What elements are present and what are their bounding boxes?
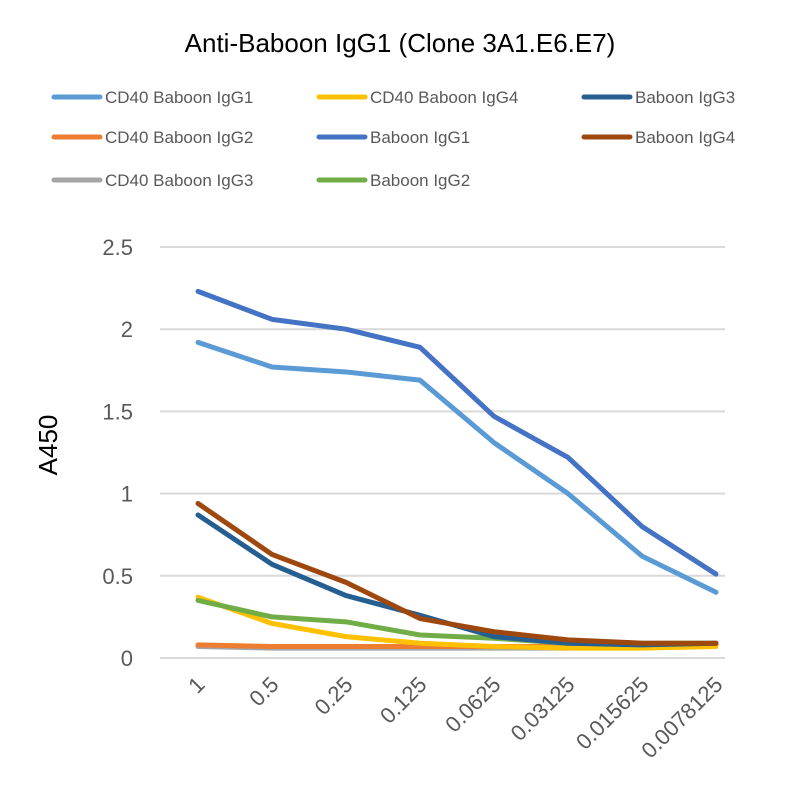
x-tick-label: 0.5 (244, 672, 283, 711)
legend-label: Baboon IgG1 (370, 128, 470, 147)
x-tick-label: 0.25 (310, 672, 358, 720)
series-line-baboon-igg4 (195, 500, 719, 646)
legend-label: CD40 Baboon IgG3 (105, 171, 253, 190)
y-tick-label: 0.5 (102, 564, 133, 589)
y-tick-label: 1.5 (102, 399, 133, 424)
y-tick-label: 2 (121, 317, 133, 342)
x-tick-label: 0.125 (375, 672, 432, 729)
x-tick-label: 0.03125 (506, 672, 580, 746)
series-line-baboon-igg1 (195, 288, 719, 577)
legend: CD40 Baboon IgG1 CD40 Baboon IgG4 Baboon I… (51, 88, 735, 190)
x-tick-label: 1 (183, 672, 209, 698)
legend-label: Baboon IgG3 (635, 88, 735, 107)
legend-label: Baboon IgG2 (370, 171, 470, 190)
series-line-cd40-baboon-igg1 (195, 339, 719, 595)
legend-label: CD40 Baboon IgG4 (370, 88, 518, 107)
legend-label: CD40 Baboon IgG2 (105, 128, 253, 147)
legend-label: CD40 Baboon IgG1 (105, 88, 253, 107)
legend-label: Baboon IgG4 (635, 128, 735, 147)
chart-title: Anti-Baboon IgG1 (Clone 3A1.E6.E7) (185, 28, 616, 58)
series-line-cd40-baboon-igg4 (195, 594, 719, 651)
x-tick-label: 0.0078125 (636, 672, 727, 763)
y-tick-label: 2.5 (102, 235, 133, 260)
x-tick-label: 0.0625 (440, 672, 505, 737)
y-tick-label: 0 (121, 646, 133, 671)
y-axis-label: A450 (33, 415, 63, 476)
y-tick-label: 1 (121, 482, 133, 507)
